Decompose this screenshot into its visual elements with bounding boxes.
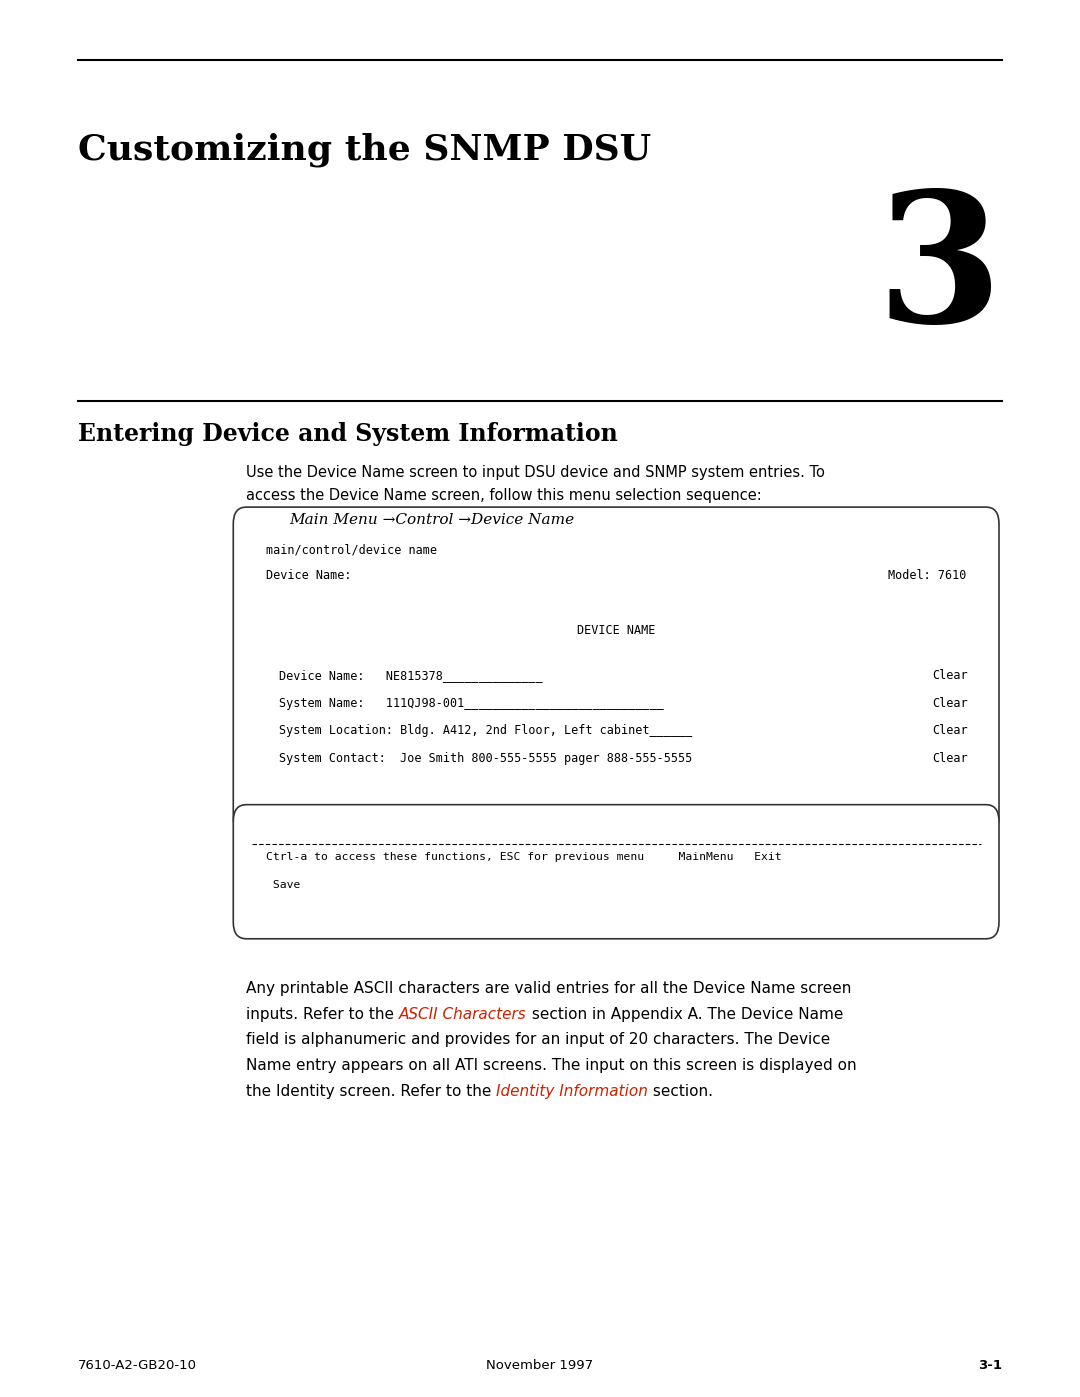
Text: Name entry appears on all ATI screens. The input on this screen is displayed on: Name entry appears on all ATI screens. T… [246,1059,856,1073]
Text: field is alphanumeric and provides for an input of 20 characters. The Device: field is alphanumeric and provides for a… [246,1032,831,1048]
Text: main/control/device name: main/control/device name [266,543,436,556]
Text: System Location: Bldg. A412, 2nd Floor, Left cabinet______: System Location: Bldg. A412, 2nd Floor, … [279,725,692,738]
Text: ASCII Characters: ASCII Characters [400,1006,527,1021]
Text: Clear: Clear [932,752,968,766]
Text: 3: 3 [877,184,1002,360]
Text: Entering Device and System Information: Entering Device and System Information [78,422,618,446]
Text: 3-1: 3-1 [978,1359,1002,1372]
Text: access the Device Name screen, follow this menu selection sequence:: access the Device Name screen, follow th… [246,488,762,503]
Text: DEVICE NAME: DEVICE NAME [577,624,656,637]
Text: Use the Device Name screen to input DSU device and SNMP system entries. To: Use the Device Name screen to input DSU … [246,465,825,481]
Text: Device Name:   NE815378______________: Device Name: NE815378______________ [279,669,542,682]
Text: Save: Save [266,880,300,890]
Text: System Name:   111QJ98-001____________________________: System Name: 111QJ98-001________________… [279,697,663,710]
Text: Identity Information: Identity Information [497,1084,648,1099]
Text: Clear: Clear [932,725,968,738]
Text: Main Menu →Control →Device Name: Main Menu →Control →Device Name [289,513,575,527]
FancyBboxPatch shape [233,507,999,834]
Text: section in Appendix A. The Device Name: section in Appendix A. The Device Name [527,1006,843,1021]
Text: Device Name:: Device Name: [266,569,351,581]
Text: Any printable ASCII characters are valid entries for all the Device Name screen: Any printable ASCII characters are valid… [246,981,852,996]
Text: Clear: Clear [932,697,968,710]
Text: the Identity screen. Refer to the: the Identity screen. Refer to the [246,1084,497,1099]
Text: System Contact:  Joe Smith 800-555-5555 pager 888-555-5555: System Contact: Joe Smith 800-555-5555 p… [279,752,692,766]
Text: section.: section. [648,1084,714,1099]
Text: November 1997: November 1997 [486,1359,594,1372]
Text: Customizing the SNMP DSU: Customizing the SNMP DSU [78,133,651,168]
Text: Model: 7610: Model: 7610 [888,569,967,581]
Text: inputs. Refer to the: inputs. Refer to the [246,1006,400,1021]
FancyBboxPatch shape [233,805,999,939]
Text: 7610-A2-GB20-10: 7610-A2-GB20-10 [78,1359,197,1372]
Text: Ctrl-a to access these functions, ESC for previous menu     MainMenu   Exit: Ctrl-a to access these functions, ESC fo… [266,852,781,862]
Text: Clear: Clear [932,669,968,682]
